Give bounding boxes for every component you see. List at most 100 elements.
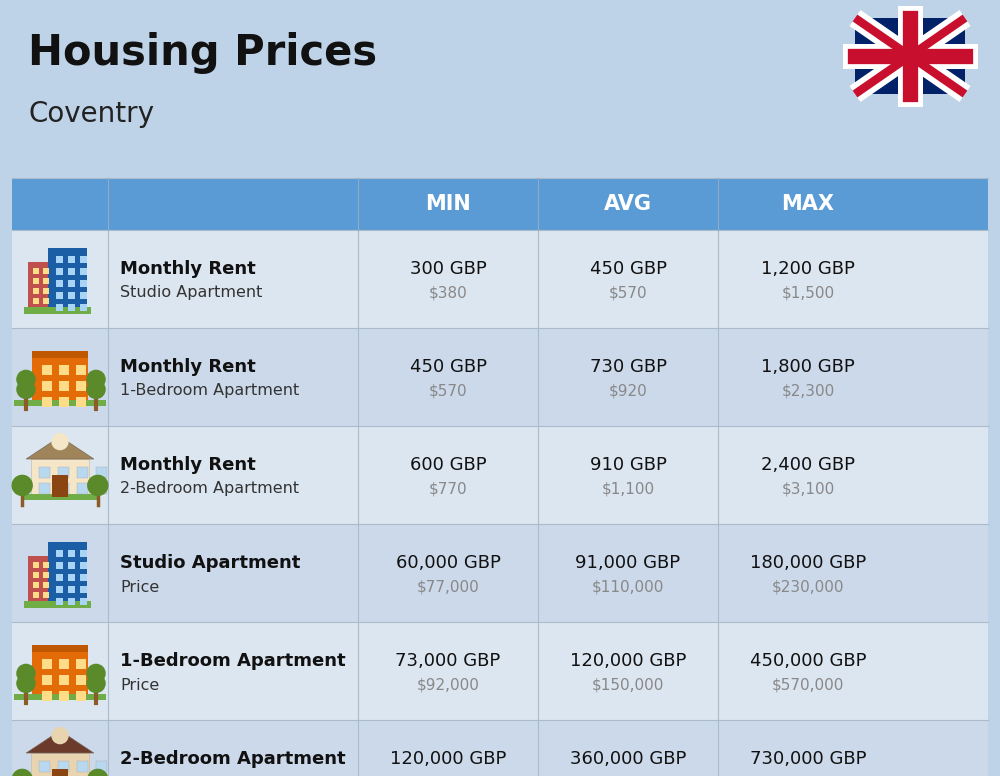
FancyBboxPatch shape [56, 586, 63, 593]
Text: 1-Bedroom Apartment: 1-Bedroom Apartment [120, 652, 346, 670]
FancyBboxPatch shape [21, 494, 99, 501]
FancyBboxPatch shape [39, 483, 50, 494]
FancyBboxPatch shape [43, 279, 49, 284]
FancyBboxPatch shape [52, 769, 68, 776]
Text: Price: Price [120, 677, 159, 692]
FancyBboxPatch shape [14, 400, 106, 407]
Text: 60,000 GBP: 60,000 GBP [396, 554, 500, 572]
FancyBboxPatch shape [43, 573, 49, 578]
FancyBboxPatch shape [59, 659, 69, 669]
Text: Studio Apartment: Studio Apartment [120, 286, 262, 300]
FancyBboxPatch shape [14, 695, 106, 701]
FancyBboxPatch shape [855, 18, 965, 94]
FancyBboxPatch shape [31, 459, 89, 497]
FancyBboxPatch shape [56, 292, 63, 299]
FancyBboxPatch shape [58, 761, 69, 772]
FancyBboxPatch shape [12, 426, 988, 524]
Circle shape [52, 728, 68, 743]
FancyBboxPatch shape [12, 720, 988, 776]
FancyBboxPatch shape [68, 549, 75, 556]
FancyBboxPatch shape [43, 299, 49, 304]
Text: $110,000: $110,000 [592, 580, 664, 594]
FancyBboxPatch shape [56, 255, 63, 262]
FancyBboxPatch shape [77, 483, 88, 494]
Text: $230,000: $230,000 [772, 580, 844, 594]
FancyBboxPatch shape [12, 328, 988, 426]
Text: 2-Bedroom Apartment: 2-Bedroom Apartment [120, 750, 346, 768]
FancyBboxPatch shape [24, 601, 91, 608]
Circle shape [17, 664, 35, 682]
FancyBboxPatch shape [42, 397, 52, 407]
FancyBboxPatch shape [80, 268, 87, 275]
FancyBboxPatch shape [80, 549, 87, 556]
Text: $2,300: $2,300 [781, 383, 835, 399]
Text: Monthly Rent: Monthly Rent [120, 358, 256, 376]
Text: Monthly Rent: Monthly Rent [120, 260, 256, 278]
FancyBboxPatch shape [12, 230, 988, 328]
FancyBboxPatch shape [68, 255, 75, 262]
FancyBboxPatch shape [56, 598, 63, 605]
FancyBboxPatch shape [32, 645, 88, 698]
Text: AVG: AVG [604, 194, 652, 214]
FancyBboxPatch shape [43, 289, 49, 294]
FancyBboxPatch shape [56, 562, 63, 569]
FancyBboxPatch shape [43, 268, 49, 275]
FancyBboxPatch shape [56, 573, 63, 580]
Text: 1,800 GBP: 1,800 GBP [761, 358, 855, 376]
Circle shape [12, 476, 32, 495]
Text: MAX: MAX [782, 194, 834, 214]
Circle shape [17, 380, 35, 398]
FancyBboxPatch shape [80, 573, 87, 580]
FancyBboxPatch shape [58, 467, 69, 478]
FancyBboxPatch shape [68, 573, 75, 580]
Text: MIN: MIN [425, 194, 471, 214]
FancyBboxPatch shape [96, 467, 107, 478]
Text: 1,200 GBP: 1,200 GBP [761, 260, 855, 278]
FancyBboxPatch shape [43, 592, 49, 598]
Circle shape [87, 380, 105, 398]
Text: $92,000: $92,000 [417, 677, 479, 692]
Text: 120,000 GBP: 120,000 GBP [570, 652, 686, 670]
Text: Studio Apartment: Studio Apartment [120, 554, 300, 572]
FancyBboxPatch shape [32, 351, 88, 358]
Text: $920: $920 [609, 383, 647, 399]
FancyBboxPatch shape [12, 622, 988, 720]
Text: 730 GBP: 730 GBP [590, 358, 666, 376]
FancyBboxPatch shape [80, 279, 87, 286]
FancyBboxPatch shape [33, 289, 39, 294]
FancyBboxPatch shape [80, 562, 87, 569]
FancyBboxPatch shape [28, 262, 50, 310]
FancyBboxPatch shape [77, 467, 88, 478]
FancyBboxPatch shape [48, 542, 87, 605]
FancyBboxPatch shape [68, 279, 75, 286]
Circle shape [88, 476, 108, 495]
Text: $77,000: $77,000 [417, 580, 479, 594]
FancyBboxPatch shape [76, 380, 86, 390]
FancyBboxPatch shape [28, 556, 50, 604]
Text: $380: $380 [429, 286, 467, 300]
FancyBboxPatch shape [42, 674, 52, 684]
Text: 450,000 GBP: 450,000 GBP [750, 652, 866, 670]
FancyBboxPatch shape [12, 524, 988, 622]
FancyBboxPatch shape [32, 351, 88, 404]
FancyBboxPatch shape [76, 674, 86, 684]
Text: $150,000: $150,000 [592, 677, 664, 692]
Text: 360,000 GBP: 360,000 GBP [570, 750, 686, 768]
Polygon shape [26, 730, 94, 753]
FancyBboxPatch shape [68, 586, 75, 593]
FancyBboxPatch shape [68, 562, 75, 569]
FancyBboxPatch shape [42, 380, 52, 390]
Text: 600 GBP: 600 GBP [410, 456, 486, 474]
Text: $570: $570 [609, 286, 647, 300]
Text: Monthly Rent: Monthly Rent [120, 456, 256, 474]
FancyBboxPatch shape [59, 380, 69, 390]
FancyBboxPatch shape [96, 761, 107, 772]
FancyBboxPatch shape [80, 255, 87, 262]
Circle shape [17, 370, 35, 389]
Text: 910 GBP: 910 GBP [590, 456, 666, 474]
FancyBboxPatch shape [76, 365, 86, 375]
FancyBboxPatch shape [42, 659, 52, 669]
Text: Price: Price [120, 580, 159, 594]
FancyBboxPatch shape [42, 365, 52, 375]
FancyBboxPatch shape [33, 299, 39, 304]
